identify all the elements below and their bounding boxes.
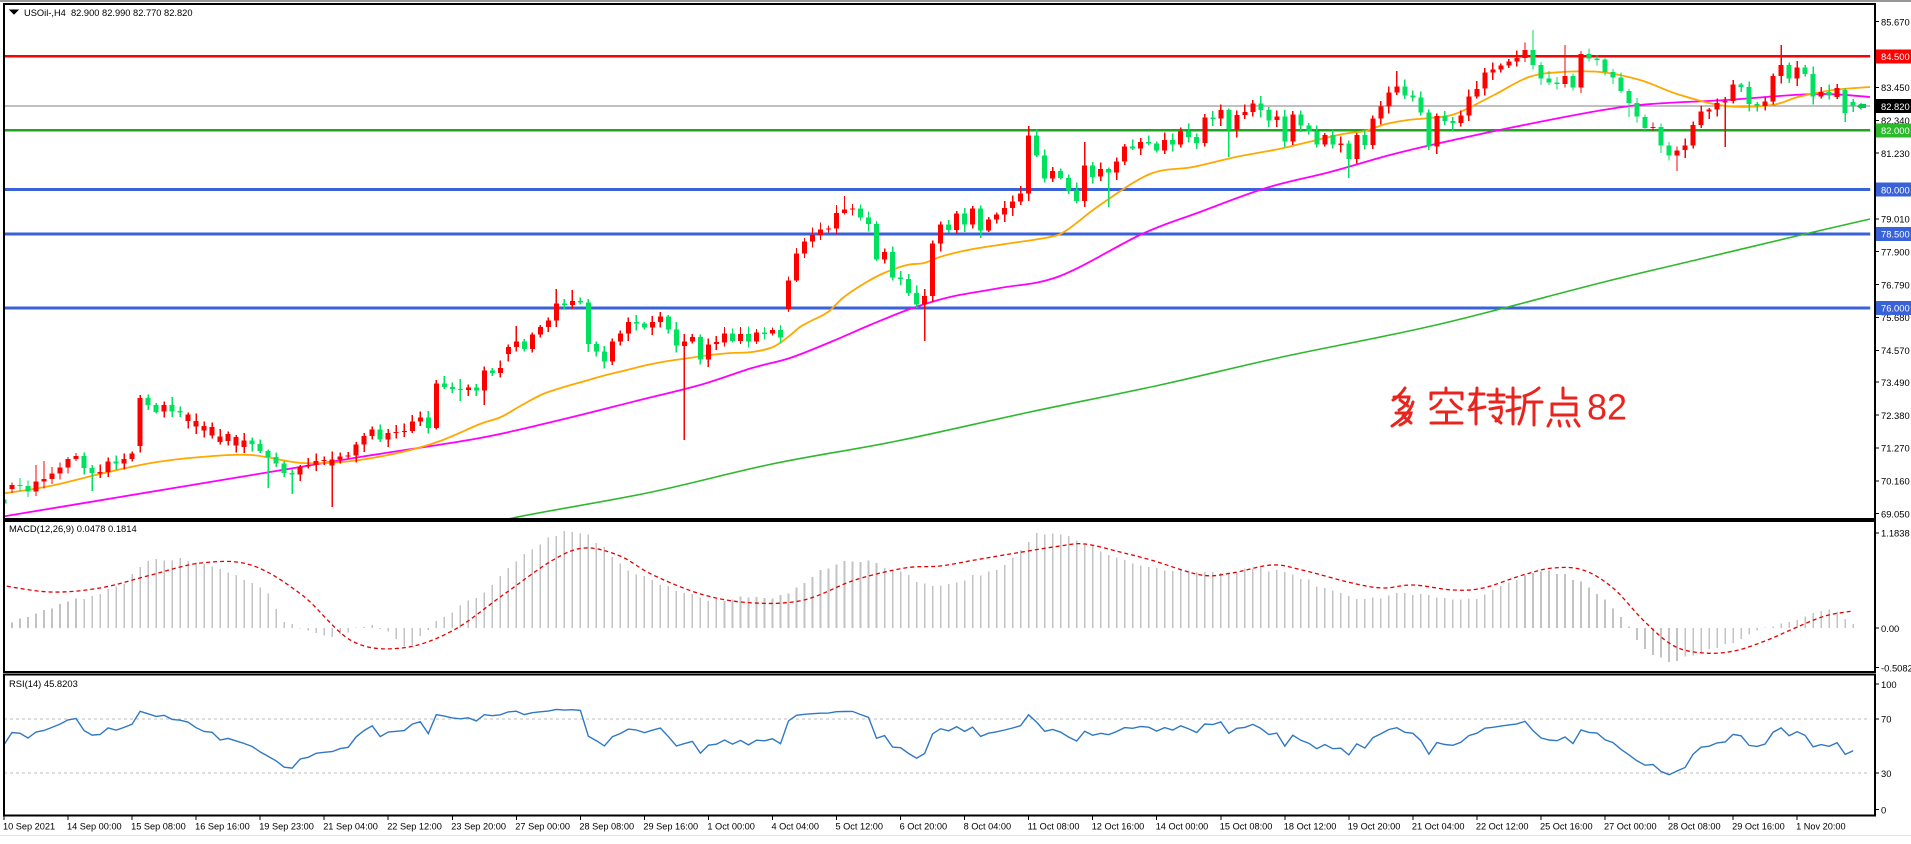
svg-text:73.490: 73.490 — [1881, 377, 1910, 388]
svg-text:28 Sep 08:00: 28 Sep 08:00 — [579, 822, 634, 832]
svg-text:27 Sep 00:00: 27 Sep 00:00 — [515, 822, 570, 832]
svg-text:76.790: 76.790 — [1881, 279, 1910, 290]
svg-text:79.010: 79.010 — [1881, 214, 1910, 225]
svg-text:14 Oct 00:00: 14 Oct 00:00 — [1156, 822, 1209, 832]
svg-text:84.500: 84.500 — [1881, 51, 1910, 62]
svg-text:27 Oct 00:00: 27 Oct 00:00 — [1604, 822, 1657, 832]
svg-text:1 Nov 20:00: 1 Nov 20:00 — [1796, 822, 1846, 832]
svg-text:82.820: 82.820 — [1881, 101, 1910, 112]
svg-text:19 Sep 23:00: 19 Sep 23:00 — [259, 822, 314, 832]
svg-text:MACD(12,26,9) 0.0478 0.1814: MACD(12,26,9) 0.0478 0.1814 — [9, 523, 137, 534]
svg-text:22 Sep 12:00: 22 Sep 12:00 — [387, 822, 442, 832]
svg-text:4 Oct 04:00: 4 Oct 04:00 — [772, 822, 820, 832]
svg-text:0.00: 0.00 — [1881, 623, 1899, 634]
svg-text:5 Oct 12:00: 5 Oct 12:00 — [836, 822, 884, 832]
svg-text:-0.5082: -0.5082 — [1881, 663, 1911, 674]
svg-text:78.500: 78.500 — [1881, 229, 1910, 240]
svg-text:76.000: 76.000 — [1881, 303, 1910, 314]
svg-text:14 Sep 00:00: 14 Sep 00:00 — [67, 822, 122, 832]
svg-text:RSI(14) 45.8203: RSI(14) 45.8203 — [9, 678, 78, 689]
svg-text:12 Oct 16:00: 12 Oct 16:00 — [1092, 822, 1145, 832]
svg-text:75.680: 75.680 — [1881, 312, 1910, 323]
svg-text:70.160: 70.160 — [1881, 476, 1910, 487]
svg-text:0: 0 — [1881, 805, 1886, 816]
svg-text:80.000: 80.000 — [1881, 184, 1910, 195]
svg-text:15 Oct 08:00: 15 Oct 08:00 — [1220, 822, 1273, 832]
svg-text:21 Oct 04:00: 21 Oct 04:00 — [1412, 822, 1465, 832]
svg-text:18 Oct 12:00: 18 Oct 12:00 — [1284, 822, 1337, 832]
svg-text:70: 70 — [1881, 714, 1891, 725]
svg-text:19 Oct 20:00: 19 Oct 20:00 — [1348, 822, 1401, 832]
svg-text:23 Sep 20:00: 23 Sep 20:00 — [451, 822, 506, 832]
svg-text:11 Oct 08:00: 11 Oct 08:00 — [1028, 822, 1080, 832]
svg-text:72.380: 72.380 — [1881, 410, 1910, 421]
svg-text:15 Sep 08:00: 15 Sep 08:00 — [131, 822, 186, 832]
svg-text:69.050: 69.050 — [1881, 509, 1910, 520]
svg-text:82.340: 82.340 — [1881, 115, 1910, 126]
svg-text:71.270: 71.270 — [1881, 443, 1910, 454]
svg-text:6 Oct 20:00: 6 Oct 20:00 — [900, 822, 948, 832]
svg-text:22 Oct 12:00: 22 Oct 12:00 — [1476, 822, 1529, 832]
svg-text:25 Oct 16:00: 25 Oct 16:00 — [1540, 822, 1593, 832]
svg-text:USOil-,H4 82.900 82.990 82.77: USOil-,H4 82.900 82.990 82.770 82.820 — [24, 8, 193, 18]
svg-text:30: 30 — [1881, 768, 1891, 779]
svg-text:29 Sep 16:00: 29 Sep 16:00 — [643, 822, 698, 832]
svg-text:77.900: 77.900 — [1881, 247, 1910, 258]
svg-text:28 Oct 08:00: 28 Oct 08:00 — [1668, 822, 1721, 832]
svg-text:83.450: 83.450 — [1881, 82, 1910, 93]
svg-text:74.570: 74.570 — [1881, 345, 1910, 356]
svg-text:100: 100 — [1881, 679, 1897, 690]
svg-text:1 Oct 00:00: 1 Oct 00:00 — [707, 822, 755, 832]
svg-text:1.1838: 1.1838 — [1881, 528, 1910, 539]
svg-text:82.000: 82.000 — [1881, 125, 1910, 136]
svg-text:10 Sep 2021: 10 Sep 2021 — [3, 822, 55, 832]
svg-text:82: 82 — [1587, 387, 1627, 428]
svg-text:8 Oct 04:00: 8 Oct 04:00 — [964, 822, 1012, 832]
svg-text:21 Sep 04:00: 21 Sep 04:00 — [323, 822, 378, 832]
svg-text:29 Oct 16:00: 29 Oct 16:00 — [1732, 822, 1785, 832]
svg-text:81.230: 81.230 — [1881, 148, 1910, 159]
svg-text:16 Sep 16:00: 16 Sep 16:00 — [195, 822, 250, 832]
svg-text:85.670: 85.670 — [1881, 17, 1910, 28]
